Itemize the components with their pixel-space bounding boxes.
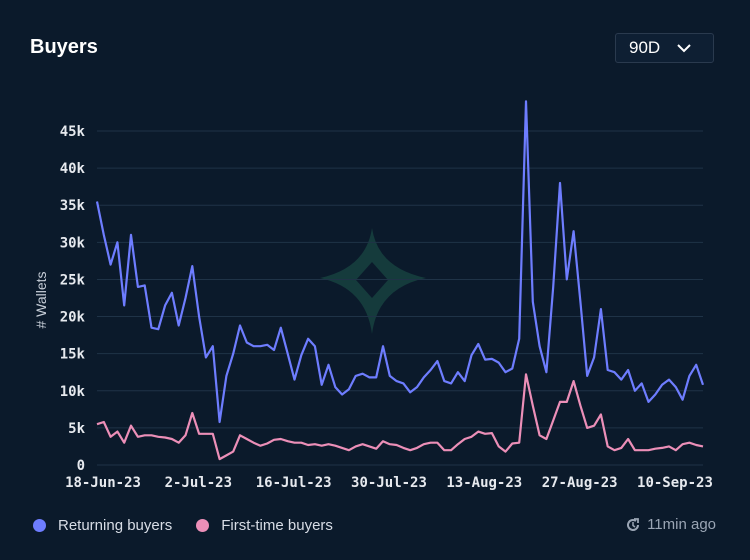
x-tick-label: 16-Jul-23 — [256, 475, 332, 491]
y-tick-label: 35k — [60, 198, 86, 214]
y-axis-label: # Wallets — [33, 271, 49, 328]
series-line-returning-buyers — [95, 100, 705, 424]
range-dropdown-label: 90D — [629, 38, 661, 57]
x-tick-label: 30-Jul-23 — [351, 475, 427, 491]
legend-item-returning-buyers[interactable]: Returning buyers — [33, 517, 172, 534]
card-title: Buyers — [30, 36, 98, 58]
y-tick-label: 10k — [60, 384, 86, 400]
series-line-first-time-buyers — [96, 373, 704, 461]
y-tick-label: 15k — [60, 347, 86, 363]
chart-legend: Returning buyers First-time buyers — [33, 517, 357, 534]
legend-label-first-time: First-time buyers — [221, 517, 333, 534]
legend-dot-returning — [33, 519, 46, 532]
x-tick-label: 27-Aug-23 — [542, 475, 618, 491]
y-tick-label: 30k — [60, 235, 86, 251]
buyers-line-chart: 0 5k 10k 15k 20k 25k 30k 35k 40k 45k 18-Jun-23 2-J… — [33, 100, 713, 491]
y-tick-label: 25k — [60, 272, 86, 288]
x-tick-label: 2-Jul-23 — [165, 475, 232, 491]
watermark-logo — [320, 228, 426, 334]
range-dropdown[interactable]: 90D — [615, 33, 714, 63]
legend-dot-first-time — [196, 519, 210, 532]
x-tick-label: 13-Aug-23 — [446, 475, 522, 491]
x-tick-label: 10-Sep-23 — [637, 475, 713, 491]
last-updated: 11min ago — [625, 516, 716, 533]
y-tick-label: 20k — [60, 310, 86, 326]
y-tick-label: 40k — [60, 161, 86, 177]
y-tick-label: 45k — [60, 124, 86, 140]
y-tick-label: 5k — [68, 421, 85, 437]
y-tick-label: 0 — [77, 458, 85, 474]
last-updated-text: 11min ago — [647, 516, 716, 533]
x-tick-label: 18-Jun-23 — [65, 475, 141, 491]
legend-item-first-time-buyers[interactable]: First-time buyers — [196, 517, 333, 534]
chevron-down-icon — [677, 44, 691, 53]
legend-label-returning: Returning buyers — [58, 517, 173, 534]
clock-refresh-icon — [627, 517, 640, 531]
